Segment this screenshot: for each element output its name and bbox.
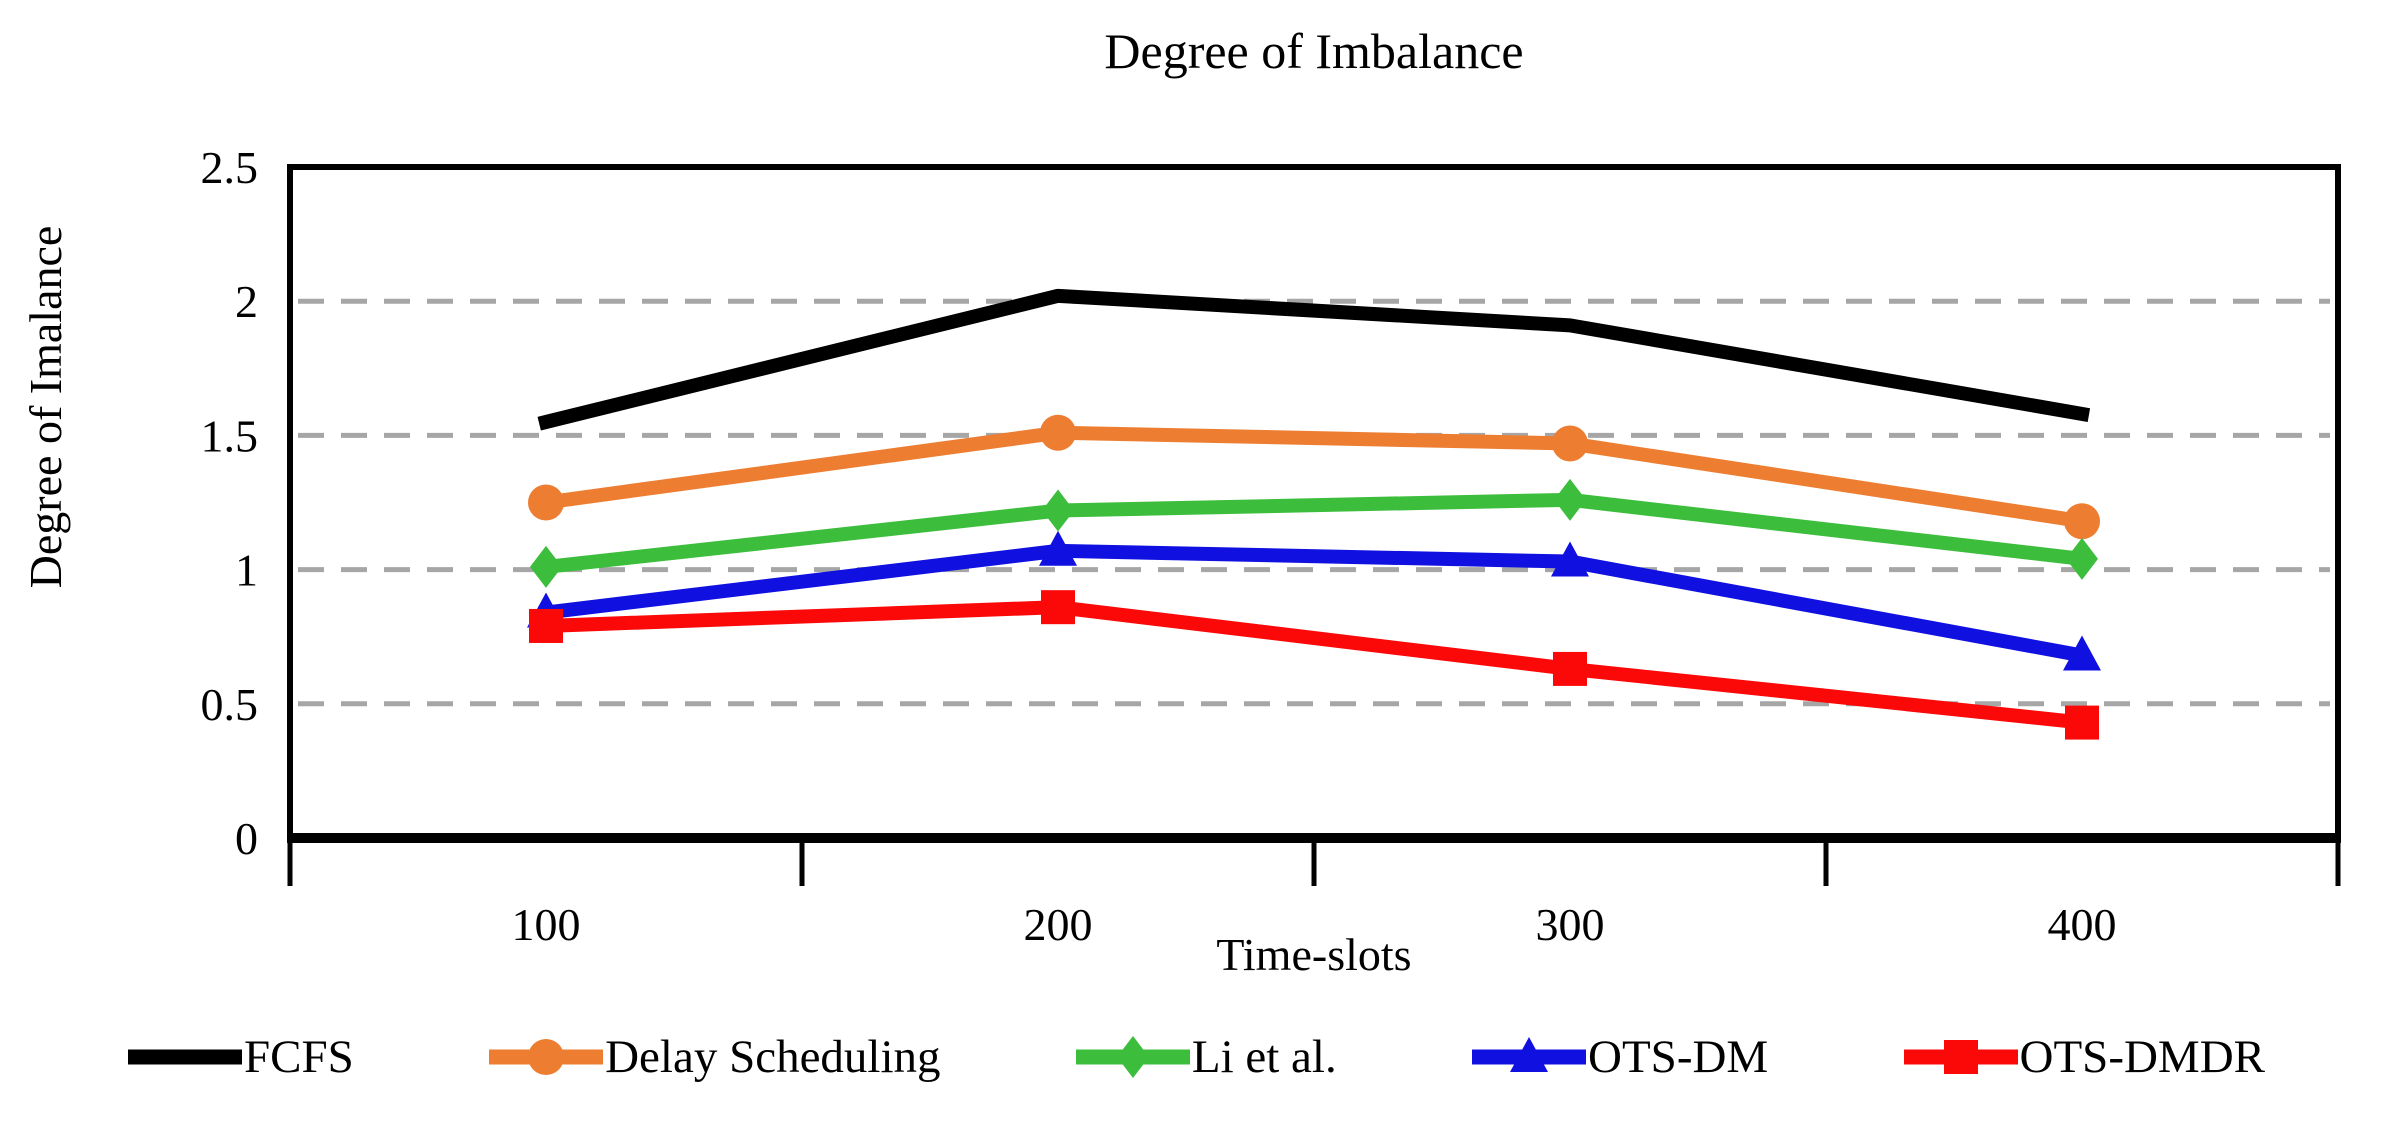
legend-key-ots-dmdr xyxy=(1903,1040,2018,1074)
x-axis-title: Time-slots xyxy=(1216,929,1412,980)
marker-square xyxy=(1553,651,1587,686)
legend-key-fcfs xyxy=(128,1049,242,1065)
x-tick-label: 100 xyxy=(512,899,581,950)
legend-label: FCFS xyxy=(244,1031,354,1083)
marker-diamond xyxy=(1554,478,1586,521)
legend-item-delay-scheduling: Delay Scheduling xyxy=(487,1030,941,1084)
marker-circle xyxy=(528,1039,565,1075)
y-tick-label: 0.5 xyxy=(201,679,259,730)
marker-triangle xyxy=(1551,541,1589,577)
marker-triangle xyxy=(2063,635,2101,671)
legend-label: Delay Scheduling xyxy=(605,1031,941,1083)
legend-item-ots-dm: OTS-DM xyxy=(1470,1030,1768,1084)
marker-circle xyxy=(1552,425,1588,462)
marker-circle xyxy=(2064,503,2100,540)
legend-label: Li et al. xyxy=(1191,1031,1337,1083)
legend-label: OTS-DM xyxy=(1588,1031,1769,1083)
y-tick-label: 2 xyxy=(235,276,258,327)
series-line-ots-dm xyxy=(538,543,2091,664)
marker-square xyxy=(2065,705,2099,740)
legend-label: OTS-DMDR xyxy=(2019,1031,2265,1083)
series-line-delay-scheduling xyxy=(538,425,2090,530)
y-tick-label: 2.5 xyxy=(201,142,259,193)
legend-item-ots-dmdr: OTS-DMDR xyxy=(1902,1030,2265,1084)
x-tick-label: 300 xyxy=(1536,899,1605,950)
y-tick-label: 1.5 xyxy=(201,410,259,461)
series-line-li-et-al xyxy=(538,492,2090,575)
x-tick-label: 400 xyxy=(2048,899,2117,950)
legend-item-fcfs: FCFS xyxy=(126,1030,354,1084)
y-tick-label: 1 xyxy=(235,545,258,596)
legend-key-ots-dm xyxy=(1472,1037,1587,1072)
marker-diamond xyxy=(530,545,562,588)
marker-square xyxy=(1041,590,1075,625)
plot-area: 0 0.5 1 1.5 2 2.5 100 200 300 400 xyxy=(201,142,2341,950)
marker-square xyxy=(1943,1040,1978,1074)
chart-title: Degree of Imbalance xyxy=(1104,23,1524,79)
legend-key-delay-scheduling xyxy=(489,1039,604,1075)
legend: FCFS Delay Scheduling Li et al. OTS-DM OTS-D… xyxy=(0,1030,2393,1084)
marker-triangle xyxy=(1510,1037,1549,1072)
x-tick-label: 200 xyxy=(1024,899,1093,950)
marker-diamond xyxy=(2066,537,2098,580)
marker-diamond xyxy=(1042,489,1074,532)
legend-item-li-et-al: Li et al. xyxy=(1074,1030,1337,1084)
series-line-fcfs xyxy=(537,288,2091,431)
series-line-ots-dmdr xyxy=(538,600,2090,731)
y-tick-label: 0 xyxy=(235,813,258,864)
marker-diamond xyxy=(1116,1036,1149,1078)
legend-key-li-et-al xyxy=(1075,1036,1190,1078)
marker-circle xyxy=(1040,414,1076,451)
marker-square xyxy=(529,608,563,643)
marker-circle xyxy=(528,484,564,521)
marker-triangle xyxy=(1039,530,1077,566)
